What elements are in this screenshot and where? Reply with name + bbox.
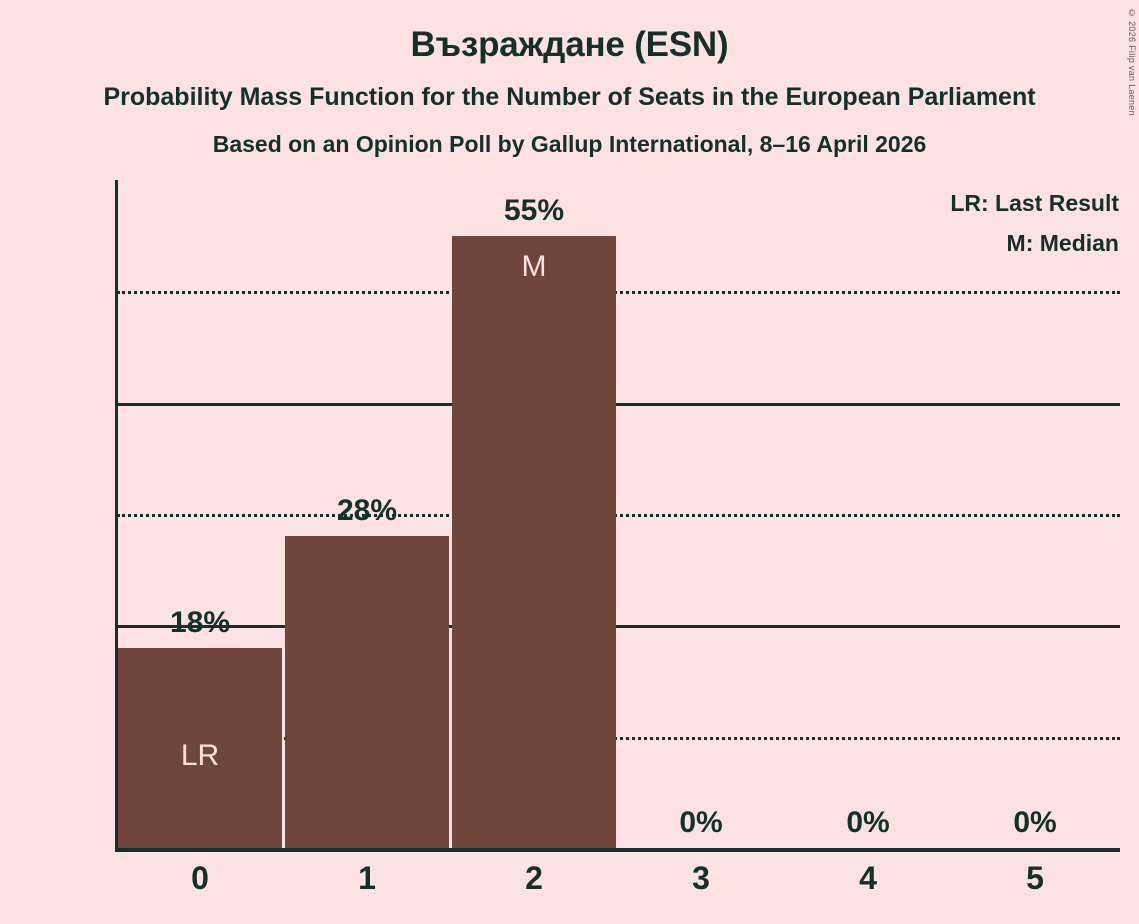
bar-column[interactable]: 0% 3 xyxy=(619,180,783,896)
title-block: Възраждане (ESN) Probability Mass Functi… xyxy=(0,0,1139,157)
copyright-notice: © 2026 Filip van Laenen xyxy=(1127,8,1137,116)
x-axis-line xyxy=(115,848,1120,852)
chart-legend: LR: Last Result M: Median xyxy=(950,183,1119,263)
gridline-10 xyxy=(117,736,1120,740)
bar-column[interactable]: 0% 5 xyxy=(953,180,1117,896)
legend-item-last-result: LR: Last Result xyxy=(950,190,1119,216)
gridline-50 xyxy=(117,291,1120,295)
bar-value-label: 28% xyxy=(336,494,398,528)
legend-item-median: M: Median xyxy=(1006,230,1119,256)
bar-value-label: 0% xyxy=(846,806,890,839)
plot-area: 2 0% 4 0% 18% LR 0 28% 1 55% M 2 0% 3 0% 4 0% 5 xyxy=(115,180,1120,896)
bar-value-label: 0% xyxy=(1013,806,1057,839)
y-axis-line xyxy=(115,180,118,851)
gridline-30 xyxy=(117,514,1120,517)
bar-column[interactable]: 28% 1 xyxy=(285,180,449,896)
bar-series: 18% LR 0 28% 1 55% M 2 0% 3 0% 4 0% 5 xyxy=(118,180,1120,896)
bar-column[interactable]: 0% 4 xyxy=(786,180,950,896)
x-tick-label: 1 xyxy=(358,860,376,896)
bar-value-label: 18% xyxy=(169,605,231,639)
x-tick-label: 4 xyxy=(859,860,877,896)
page-title: Възраждане (ESN) xyxy=(410,25,729,64)
bar-value-label: 0% xyxy=(679,806,723,839)
bar-marker-m: M xyxy=(521,249,547,283)
gridline-20 xyxy=(117,625,1120,629)
bar-column[interactable]: 55% M 2 xyxy=(452,180,616,896)
x-tick-label: 0 xyxy=(191,860,209,896)
bar-marker-lr: LR xyxy=(180,739,220,772)
x-tick-label: 2 xyxy=(525,860,543,896)
gridline-40 xyxy=(117,402,1120,406)
chart-source-note: Based on an Opinion Poll by Gallup Inter… xyxy=(212,131,927,157)
bar-column[interactable]: 18% LR 0 xyxy=(118,180,282,896)
x-tick-label: 3 xyxy=(692,860,710,896)
bar-rect[interactable] xyxy=(118,647,282,848)
bar-rect[interactable] xyxy=(285,536,449,848)
chart-subtitle: Probability Mass Function for the Number… xyxy=(103,82,1036,111)
bar-value-label: 55% xyxy=(503,193,565,227)
bar-rect[interactable] xyxy=(452,235,616,848)
x-tick-label: 5 xyxy=(1026,860,1044,896)
